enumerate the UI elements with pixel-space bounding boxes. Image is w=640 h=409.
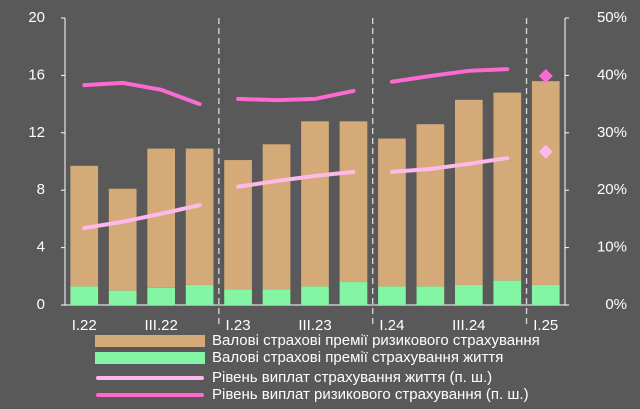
bar — [224, 160, 252, 290]
bar — [185, 148, 214, 285]
bar — [455, 284, 483, 305]
y-tick-label: 4 — [37, 239, 45, 256]
y-tick-label: 12 — [28, 124, 45, 141]
bar — [455, 99, 483, 285]
y2-tick-label: 50% — [597, 9, 627, 26]
bar — [224, 289, 252, 305]
y2-tick-label: 40% — [597, 66, 627, 83]
x-tick-label: I.24 — [379, 317, 404, 334]
y-tick-label: 0 — [37, 296, 45, 313]
y2-tick-label: 30% — [597, 124, 627, 141]
legend-label: Валові страхові премії ризикового страху… — [212, 332, 540, 349]
y-tick-label: 8 — [37, 181, 45, 198]
bar — [108, 290, 137, 305]
bar — [493, 280, 522, 305]
y-tick-label: 16 — [28, 66, 45, 83]
bar — [108, 188, 137, 291]
y-tick-label: 20 — [28, 9, 45, 26]
bar — [378, 286, 406, 305]
bar — [70, 286, 99, 305]
x-tick-label: III.22 — [144, 317, 177, 334]
y2-tick-label: 20% — [597, 181, 627, 198]
y2-tick-label: 10% — [597, 239, 627, 256]
legend-label: Валові страхові премії страхування життя — [212, 349, 503, 366]
bar — [531, 81, 560, 285]
bar — [262, 144, 291, 290]
legend-label: Рівень виплат ризикового страхування (п.… — [212, 386, 529, 403]
line-marker — [538, 68, 553, 83]
x-tick-label: I.22 — [72, 317, 97, 334]
x-tick-label: I.23 — [226, 317, 251, 334]
line — [236, 88, 356, 103]
y2-tick-label: 0% — [605, 296, 627, 313]
line — [389, 67, 510, 84]
bar — [147, 287, 175, 305]
line — [236, 169, 356, 189]
bar — [301, 121, 329, 287]
line-marker — [538, 144, 553, 159]
legend-swatch — [95, 335, 205, 347]
line — [82, 80, 202, 107]
bar — [531, 284, 560, 305]
bar — [493, 92, 522, 281]
bar — [301, 286, 329, 305]
legend-label: Рівень виплат страхування життя (п. ш.) — [212, 369, 492, 386]
line — [389, 156, 510, 174]
bar — [378, 138, 406, 287]
line — [82, 203, 202, 231]
x-tick-label: I.25 — [533, 317, 558, 334]
bar — [339, 282, 368, 305]
bar — [147, 148, 175, 288]
bar — [339, 121, 368, 283]
bar — [416, 286, 445, 305]
bar — [416, 124, 445, 287]
bar — [262, 289, 291, 305]
legend-swatch — [95, 352, 205, 364]
bar — [185, 284, 214, 305]
x-tick-label: III.24 — [452, 317, 485, 334]
x-tick-label: III.23 — [298, 317, 331, 334]
